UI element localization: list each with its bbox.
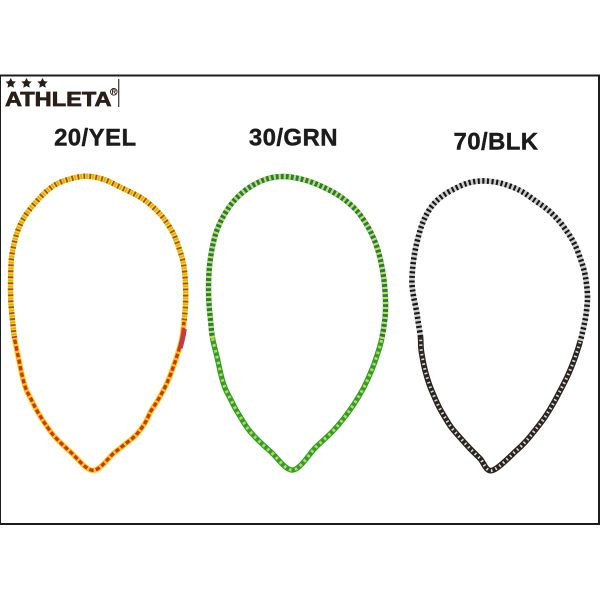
svg-text:20/YEL: 20/YEL [54, 125, 136, 152]
svg-text:70/BLK: 70/BLK [453, 129, 538, 156]
svg-text:30/GRN: 30/GRN [249, 124, 338, 151]
svg-text:R: R [112, 89, 117, 96]
svg-text:ATHLETA: ATHLETA [5, 89, 112, 111]
